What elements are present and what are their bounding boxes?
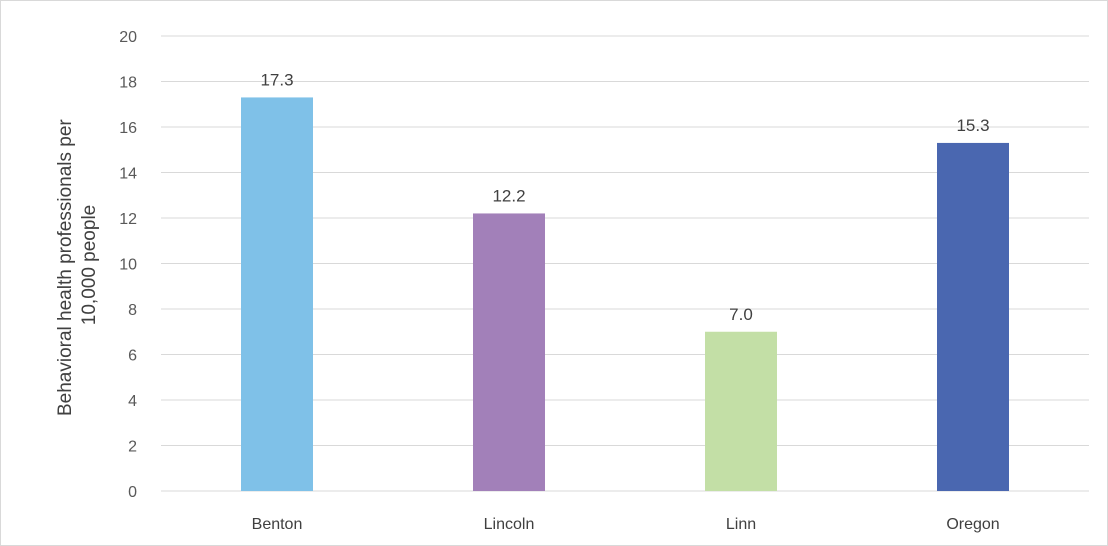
y-tick-label: 0 bbox=[128, 484, 137, 501]
y-tick-label: 8 bbox=[128, 302, 137, 319]
x-tick-label-oregon: Oregon bbox=[946, 516, 999, 533]
bar-benton bbox=[241, 97, 313, 492]
y-axis-title-line-2: 10,000 people bbox=[79, 205, 100, 325]
y-tick-label: 4 bbox=[128, 393, 137, 410]
x-tick-label-lincoln: Lincoln bbox=[484, 516, 535, 533]
bar-linn bbox=[705, 331, 777, 491]
data-label-linn: 7.0 bbox=[729, 305, 753, 324]
y-axis-title: Behavioral health professionals per 10,0… bbox=[55, 114, 100, 416]
bar-oregon bbox=[937, 142, 1009, 492]
data-label-lincoln: 12.2 bbox=[492, 186, 525, 205]
x-tick-label-benton: Benton bbox=[252, 516, 303, 533]
y-tick-label: 2 bbox=[128, 439, 137, 456]
y-tick-label: 12 bbox=[119, 211, 137, 228]
y-axis-title-line-1: Behavioral health professionals per bbox=[55, 119, 76, 416]
y-tick-label: 10 bbox=[119, 257, 137, 274]
data-label-benton: 17.3 bbox=[260, 70, 293, 89]
x-tick-label-linn: Linn bbox=[726, 516, 756, 533]
y-tick-label: 16 bbox=[119, 120, 137, 137]
y-tick-label: 6 bbox=[128, 348, 137, 365]
bars bbox=[241, 97, 1009, 492]
x-axis-ticks: Benton Lincoln Linn Oregon bbox=[252, 516, 1000, 533]
y-tick-label: 20 bbox=[119, 29, 137, 46]
data-labels: 17.3 12.2 7.0 15.3 bbox=[260, 70, 989, 323]
gridlines bbox=[161, 35, 1089, 492]
bar-lincoln bbox=[473, 213, 545, 491]
y-tick-label: 18 bbox=[119, 75, 137, 92]
y-tick-label: 14 bbox=[119, 166, 137, 183]
y-axis-ticks: 0 2 4 6 8 10 12 14 16 18 20 bbox=[119, 29, 137, 501]
data-label-oregon: 15.3 bbox=[956, 116, 989, 135]
